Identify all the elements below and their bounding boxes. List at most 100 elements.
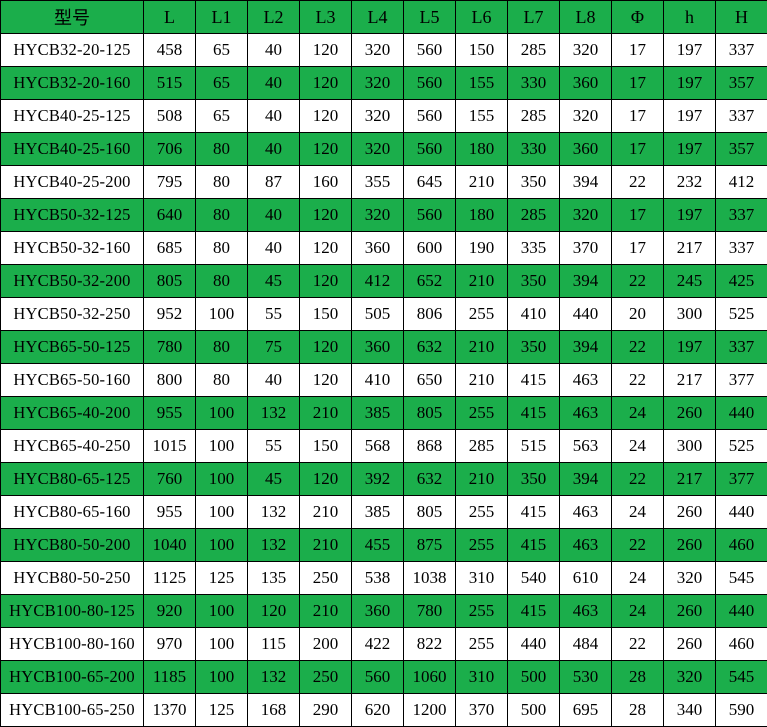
model-cell: HYCB80-65-160 xyxy=(0,495,144,529)
value-cell: 22 xyxy=(611,363,664,397)
value-cell: 285 xyxy=(507,198,560,232)
value-cell: 210 xyxy=(299,396,352,430)
column-header: L5 xyxy=(403,0,456,34)
value-cell: 538 xyxy=(351,561,404,595)
value-cell: 652 xyxy=(403,264,456,298)
column-header: L xyxy=(143,0,196,34)
value-cell: 415 xyxy=(507,495,560,529)
value-cell: 463 xyxy=(559,363,612,397)
value-cell: 24 xyxy=(611,396,664,430)
value-cell: 337 xyxy=(715,33,767,67)
table-row: HYCB40-25-200 795 80 87 160 355 645 210 350 394 22… xyxy=(0,165,767,199)
value-cell: 320 xyxy=(351,132,404,166)
model-cell: HYCB32-20-160 xyxy=(0,66,144,100)
value-cell: 422 xyxy=(351,627,404,661)
value-cell: 40 xyxy=(247,132,300,166)
value-cell: 337 xyxy=(715,330,767,364)
value-cell: 377 xyxy=(715,363,767,397)
value-cell: 337 xyxy=(715,198,767,232)
value-cell: 310 xyxy=(455,660,508,694)
value-cell: 337 xyxy=(715,231,767,265)
value-cell: 563 xyxy=(559,429,612,463)
value-cell: 120 xyxy=(247,594,300,628)
value-cell: 255 xyxy=(455,396,508,430)
table-row: HYCB100-65-200 1185 100 132 250 560 1060 310 500… xyxy=(0,660,767,694)
column-header: L3 xyxy=(299,0,352,34)
value-cell: 508 xyxy=(143,99,196,133)
value-cell: 540 xyxy=(507,561,560,595)
value-cell: 210 xyxy=(299,528,352,562)
value-cell: 1038 xyxy=(403,561,456,595)
model-column-header: 型号 xyxy=(0,0,144,34)
value-cell: 150 xyxy=(455,33,508,67)
model-cell: HYCB100-65-200 xyxy=(0,660,144,694)
value-cell: 100 xyxy=(195,528,248,562)
value-cell: 210 xyxy=(455,264,508,298)
value-cell: 515 xyxy=(507,429,560,463)
value-cell: 24 xyxy=(611,594,664,628)
column-header: L6 xyxy=(455,0,508,34)
value-cell: 360 xyxy=(559,66,612,100)
value-cell: 394 xyxy=(559,462,612,496)
model-cell: HYCB65-50-160 xyxy=(0,363,144,397)
value-cell: 120 xyxy=(299,462,352,496)
model-cell: HYCB65-40-250 xyxy=(0,429,144,463)
value-cell: 500 xyxy=(507,660,560,694)
value-cell: 320 xyxy=(559,198,612,232)
value-cell: 440 xyxy=(715,396,767,430)
value-cell: 460 xyxy=(715,627,767,661)
value-cell: 285 xyxy=(507,33,560,67)
table-row: HYCB100-80-160 970 100 115 200 422 822 255 440 48… xyxy=(0,627,767,661)
value-cell: 24 xyxy=(611,495,664,529)
value-cell: 463 xyxy=(559,495,612,529)
value-cell: 1060 xyxy=(403,660,456,694)
value-cell: 525 xyxy=(715,429,767,463)
value-cell: 285 xyxy=(507,99,560,133)
value-cell: 255 xyxy=(455,627,508,661)
model-cell: HYCB80-65-125 xyxy=(0,462,144,496)
model-cell: HYCB40-25-160 xyxy=(0,132,144,166)
value-cell: 28 xyxy=(611,693,664,727)
value-cell: 415 xyxy=(507,396,560,430)
value-cell: 360 xyxy=(351,330,404,364)
value-cell: 255 xyxy=(455,495,508,529)
value-cell: 65 xyxy=(195,33,248,67)
value-cell: 132 xyxy=(247,495,300,529)
value-cell: 795 xyxy=(143,165,196,199)
value-cell: 210 xyxy=(455,330,508,364)
value-cell: 822 xyxy=(403,627,456,661)
value-cell: 955 xyxy=(143,495,196,529)
value-cell: 370 xyxy=(559,231,612,265)
value-cell: 463 xyxy=(559,396,612,430)
value-cell: 1125 xyxy=(143,561,196,595)
value-cell: 132 xyxy=(247,396,300,430)
value-cell: 55 xyxy=(247,429,300,463)
value-cell: 40 xyxy=(247,66,300,100)
value-cell: 80 xyxy=(195,132,248,166)
value-cell: 330 xyxy=(507,66,560,100)
value-cell: 217 xyxy=(663,462,716,496)
value-cell: 645 xyxy=(403,165,456,199)
value-cell: 320 xyxy=(559,99,612,133)
value-cell: 125 xyxy=(195,693,248,727)
value-cell: 1185 xyxy=(143,660,196,694)
value-cell: 100 xyxy=(195,297,248,331)
value-cell: 394 xyxy=(559,264,612,298)
value-cell: 350 xyxy=(507,330,560,364)
value-cell: 22 xyxy=(611,264,664,298)
value-cell: 455 xyxy=(351,528,404,562)
value-cell: 600 xyxy=(403,231,456,265)
value-cell: 168 xyxy=(247,693,300,727)
value-cell: 560 xyxy=(403,198,456,232)
value-cell: 360 xyxy=(351,231,404,265)
value-cell: 75 xyxy=(247,330,300,364)
value-cell: 350 xyxy=(507,462,560,496)
value-cell: 87 xyxy=(247,165,300,199)
value-cell: 1040 xyxy=(143,528,196,562)
value-cell: 250 xyxy=(299,561,352,595)
model-cell: HYCB100-65-250 xyxy=(0,693,144,727)
value-cell: 970 xyxy=(143,627,196,661)
value-cell: 370 xyxy=(455,693,508,727)
table-row: HYCB32-20-160 515 65 40 120 320 560 155 330 360 17… xyxy=(0,66,767,100)
